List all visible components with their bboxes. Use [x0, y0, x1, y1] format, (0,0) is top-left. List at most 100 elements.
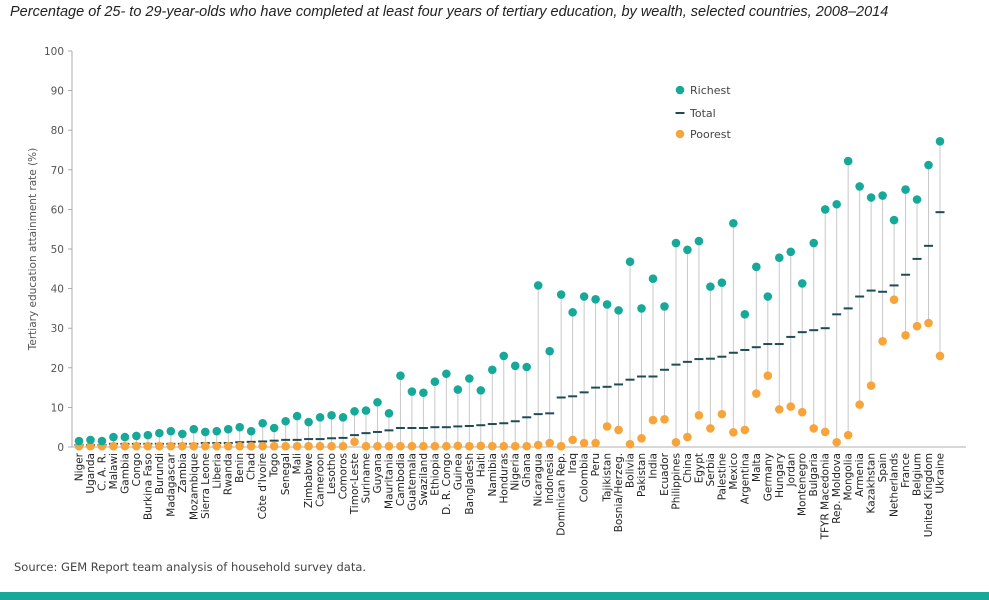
x-tick-label: Spain	[877, 453, 889, 482]
poorest-point	[350, 437, 359, 447]
x-tick-label: Mali	[292, 453, 304, 474]
richest-point	[373, 397, 382, 407]
x-tick-label: Burundi	[154, 453, 166, 494]
richest-point	[740, 310, 750, 319]
poorest-point	[361, 441, 371, 451]
x-tick-label: Suriname	[361, 453, 373, 503]
poorest-point	[694, 411, 704, 420]
richest-point	[912, 195, 922, 204]
legend: Richest Total Poorest	[675, 84, 731, 141]
x-tick-label: Guinea	[452, 453, 464, 490]
x-tick-label: Ecuador	[659, 452, 671, 496]
richest-point	[786, 247, 796, 257]
x-tick-label: United Kingdom	[923, 453, 935, 537]
poorest-point	[189, 441, 199, 451]
x-tick-label: Zambia	[177, 453, 189, 493]
richest-point	[407, 387, 417, 396]
richest-point	[901, 185, 910, 194]
richest-point	[476, 386, 486, 395]
richest-point	[465, 374, 474, 383]
x-tick-label: Mozambique	[188, 453, 200, 520]
richest-point	[269, 423, 279, 433]
poorest-point	[510, 441, 520, 451]
poorest-point	[729, 428, 738, 437]
richest-point	[430, 377, 440, 386]
poorest-point	[843, 430, 853, 440]
legend-label-poorest: Poorest	[690, 128, 731, 141]
richest-point	[545, 346, 554, 356]
richest-point	[625, 257, 635, 266]
x-tick-label: Iraq	[567, 453, 579, 474]
x-tick-label: Dominican Rep.	[556, 453, 568, 536]
y-tick-label: 60	[51, 204, 64, 216]
richest-point	[132, 431, 141, 441]
poorest-point	[545, 438, 554, 448]
x-tick-label: Montenegro	[797, 453, 809, 516]
poorest-point	[315, 441, 325, 451]
x-tick-label: France	[900, 453, 912, 488]
x-tick-label: Benin	[234, 453, 246, 483]
poorest-point	[246, 441, 256, 451]
poorest-point	[912, 321, 922, 331]
x-tick-label: Nicaragua	[533, 453, 545, 506]
poorest-point	[143, 441, 153, 451]
x-tick-label: Pakistan	[636, 453, 648, 497]
x-tick-label: Gambia	[119, 453, 131, 494]
x-tick-label: Congo	[131, 453, 143, 487]
x-tick-label: Honduras	[498, 453, 510, 504]
x-tick-label: Peru	[590, 453, 602, 476]
x-tick-label: Lesotho	[326, 453, 338, 494]
x-tick-label: Bulgaria	[808, 453, 820, 497]
y-tick-label: 40	[51, 284, 64, 296]
x-tick-label: Mexico	[728, 453, 740, 490]
x-tick-label: Ghana	[521, 453, 533, 487]
x-tick-label: Sierra Leone	[200, 453, 212, 519]
poorest-point	[740, 425, 750, 435]
richest-points	[74, 136, 945, 446]
poorest-point	[304, 441, 313, 451]
poorest-point	[384, 441, 394, 451]
x-tick-label: Swaziland	[418, 453, 430, 506]
poorest-point	[476, 441, 486, 451]
richest-point	[453, 385, 463, 394]
richest-point	[304, 417, 313, 427]
richest-point	[487, 365, 497, 375]
poorest-point	[132, 441, 141, 451]
poorest-point	[786, 402, 796, 411]
richest-point	[315, 413, 325, 422]
richest-point	[602, 300, 612, 309]
x-tick-label: Tajikistan	[602, 453, 614, 503]
richest-point	[717, 278, 727, 287]
y-tick-label: 30	[51, 323, 64, 335]
poorest-point	[442, 441, 451, 451]
poorest-point	[292, 441, 302, 451]
richest-point	[855, 182, 864, 191]
poorest-point	[120, 441, 130, 451]
richest-point	[533, 281, 543, 290]
richest-point	[774, 253, 784, 263]
y-tick-label: 80	[51, 125, 64, 137]
legend-poorest-marker	[675, 129, 685, 139]
x-tick-label: Malawi	[108, 453, 120, 489]
poorest-point	[752, 389, 761, 398]
richest-point	[924, 160, 933, 170]
x-tick-label: Guyana	[372, 453, 384, 494]
poorest-point	[373, 441, 382, 451]
poorest-point	[717, 409, 727, 419]
poorest-point	[855, 400, 864, 409]
richest-point	[155, 428, 164, 438]
richest-point	[292, 411, 302, 421]
poorest-point	[178, 441, 187, 451]
richest-point	[648, 274, 658, 284]
richest-point	[556, 290, 566, 299]
x-tick-label: Kazakhstan	[866, 453, 878, 514]
x-tick-label: Namibia	[487, 453, 499, 496]
x-tick-label: Malta	[751, 453, 763, 482]
poorest-point	[878, 336, 887, 346]
x-tick-label: China	[682, 453, 694, 483]
richest-point	[820, 205, 830, 214]
x-tick-label: Liberia	[211, 453, 223, 489]
poorest-point	[568, 435, 577, 445]
richest-point	[86, 435, 95, 445]
